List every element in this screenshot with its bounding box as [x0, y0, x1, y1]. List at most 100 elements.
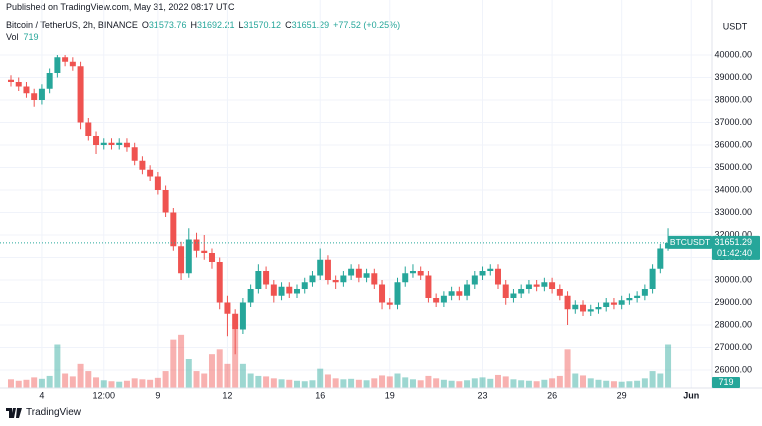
volume-bar	[123, 380, 130, 388]
volume-bar	[564, 349, 571, 388]
y-tick-label: 28000.00	[714, 319, 752, 329]
y-tick-label: 29000.00	[714, 297, 752, 307]
volume-bar	[216, 349, 223, 388]
volume-bar	[54, 344, 61, 388]
volume-bar	[147, 379, 154, 388]
candle-body	[626, 298, 633, 301]
volume-bar	[139, 379, 146, 388]
candle-body	[371, 273, 378, 285]
candle-body	[317, 259, 324, 276]
volume-bar	[626, 381, 633, 388]
volume-bar	[23, 379, 30, 388]
volume-bar	[448, 380, 455, 388]
volume-bar	[247, 373, 254, 388]
ohlc-item: C31651.29	[285, 20, 329, 30]
candle-body	[69, 61, 76, 67]
candle-body	[131, 147, 138, 161]
brand: TradingView	[6, 407, 81, 418]
candle-body	[448, 291, 455, 296]
volume-bar	[185, 359, 192, 388]
volume-bar	[286, 379, 293, 388]
x-tick-label: 29	[617, 390, 627, 400]
candle-body	[93, 136, 100, 145]
candle-body	[487, 268, 494, 271]
volume-bar	[417, 380, 424, 388]
volume-bar	[278, 379, 285, 388]
candle-body	[224, 302, 231, 314]
candle-body	[54, 57, 61, 73]
volume-bar	[317, 368, 324, 388]
candle-body	[8, 79, 14, 82]
price-badge	[712, 235, 760, 260]
candle-body	[471, 275, 478, 285]
candle-body	[518, 289, 525, 294]
brand-logo	[6, 407, 22, 418]
candle-body	[294, 289, 301, 294]
y-tick-label: 35000.00	[714, 162, 752, 172]
candle-body	[549, 282, 556, 289]
candle-body	[332, 280, 339, 283]
volume-bar	[572, 373, 579, 388]
candle-body	[154, 176, 161, 190]
ohlc-label: H	[190, 20, 197, 30]
volume-bar	[201, 373, 208, 388]
candle-body	[324, 259, 331, 280]
volume-bar	[371, 378, 378, 388]
candle-body	[386, 302, 393, 305]
volume-bar	[116, 381, 123, 388]
volume-bar	[440, 379, 447, 388]
volume-bar	[533, 381, 540, 388]
ohlc-value: 31570.12	[243, 20, 282, 30]
volume-bar	[340, 379, 347, 388]
volume-bar	[603, 380, 610, 388]
y-tick-label: 33000.00	[714, 207, 752, 217]
candle-body	[193, 239, 200, 251]
candle-body	[185, 239, 192, 274]
candle-body	[348, 268, 355, 276]
candle-body	[263, 271, 270, 285]
volume-bar	[15, 380, 22, 388]
volume-bar	[425, 375, 432, 388]
volume-bar	[154, 377, 161, 388]
volume-layer	[8, 330, 672, 388]
candle-body	[649, 268, 656, 289]
ohlc-item: O31573.76	[142, 20, 187, 30]
candle-body	[641, 289, 648, 296]
volume-bar	[31, 377, 38, 388]
volume-bar	[93, 377, 100, 388]
volume-bar	[77, 363, 84, 388]
volume-bar	[386, 376, 393, 388]
candle-body	[62, 57, 69, 62]
candle-body	[270, 284, 277, 296]
candle-body	[23, 86, 30, 94]
volume-bar	[100, 380, 107, 388]
volume-bar	[62, 373, 69, 388]
volume-bar	[541, 379, 548, 388]
candle-body	[494, 268, 501, 285]
y-tick-label: 40000.00	[714, 49, 752, 59]
volume-bar	[464, 380, 471, 388]
candle-body	[502, 284, 509, 298]
candle-body	[15, 82, 22, 87]
volume-bar	[108, 381, 115, 388]
volume-bar	[294, 380, 301, 388]
candle-body	[208, 253, 215, 262]
candle-body	[301, 282, 308, 289]
candle-body	[309, 275, 316, 283]
candle-body	[278, 286, 285, 296]
volume-badge-text: 719	[718, 377, 733, 387]
y-tick-label: 27000.00	[714, 342, 752, 352]
candle-body	[425, 275, 432, 298]
volume-bar	[471, 378, 478, 388]
candle-body	[433, 298, 440, 303]
candle-body	[178, 246, 185, 274]
volume-bar	[193, 371, 200, 388]
change: +77.52 (+0.25%)	[333, 20, 401, 30]
candle-body	[379, 284, 386, 303]
volume-bar	[162, 371, 169, 388]
ohlc-item: L31570.12	[239, 20, 282, 30]
volume-bar	[649, 371, 656, 388]
candle-body	[108, 142, 115, 145]
candle-body	[232, 313, 239, 330]
